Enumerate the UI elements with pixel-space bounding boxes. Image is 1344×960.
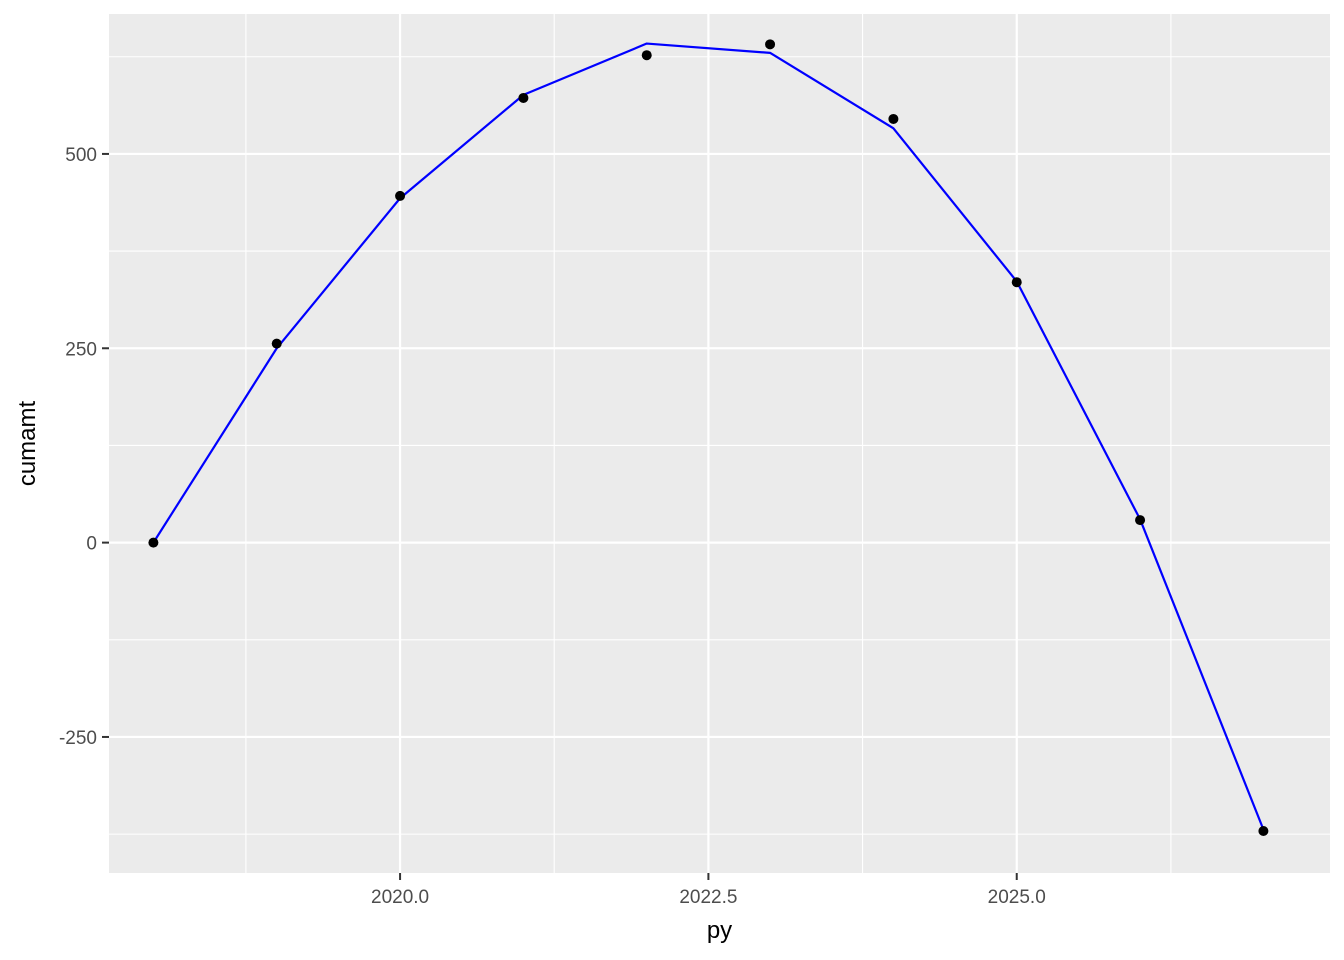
x-axis: 2020.0 2022.5 2025.0	[371, 873, 1046, 908]
fit-line	[152, 42, 1265, 830]
data-point	[1135, 515, 1146, 526]
data-point	[888, 113, 899, 124]
y-tick-label: 0	[86, 534, 97, 555]
data-point	[1011, 277, 1022, 288]
data-point	[148, 537, 159, 548]
data-point	[271, 338, 282, 349]
data-point	[641, 50, 652, 61]
y-tick-label: -250	[59, 728, 97, 749]
y-axis-title: cumamt	[14, 401, 41, 487]
x-tick-label: 2022.5	[679, 887, 737, 908]
plot-panel	[109, 14, 1330, 873]
data-point	[1258, 826, 1269, 837]
grid-minor	[109, 14, 1330, 873]
x-axis-title: py	[707, 917, 732, 944]
grid-major	[109, 14, 1330, 873]
y-tick-label: 250	[65, 339, 97, 360]
x-tick-label: 2025.0	[988, 887, 1046, 908]
y-tick-label: 500	[65, 145, 97, 166]
data-point	[765, 39, 776, 50]
x-tick-label: 2020.0	[371, 887, 429, 908]
y-axis: -250 0 250 500	[59, 145, 109, 749]
data-point	[395, 190, 406, 201]
data-point	[518, 92, 529, 103]
series-layer	[148, 39, 1269, 837]
